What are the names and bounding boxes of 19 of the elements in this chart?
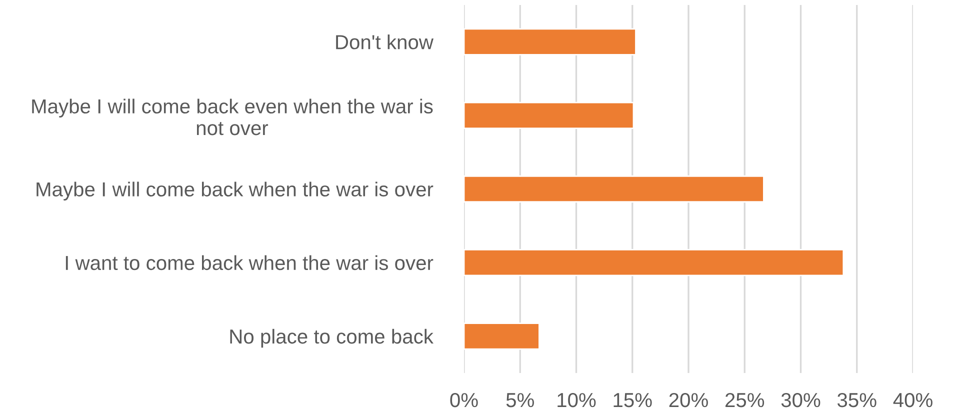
x-tick-label: 25% xyxy=(725,392,764,408)
y-tick-label: No place to come back xyxy=(230,328,434,348)
bar xyxy=(464,175,764,203)
bar xyxy=(464,322,540,350)
y-tick-label: Maybe I will come back when the war is over xyxy=(36,182,434,200)
y-tick-label: Don't know xyxy=(336,34,434,50)
bar xyxy=(464,28,636,56)
bar xyxy=(464,102,634,129)
x-tick-label: 5% xyxy=(506,393,534,408)
y-tick-label: I want to come back when the war is over xyxy=(66,255,434,270)
x-tick-label: 15% xyxy=(614,393,652,408)
x-tick-label: 10% xyxy=(558,392,596,408)
x-tick-label: 30% xyxy=(781,392,820,408)
x-tick-label: 35% xyxy=(837,392,876,408)
x-tick-label: 20% xyxy=(669,392,708,408)
y-tick-label: Maybe I will come back even when the war is not over xyxy=(32,98,433,136)
bar xyxy=(464,249,844,276)
x-tick-label: 40% xyxy=(893,392,932,408)
x-tick-label: 0% xyxy=(450,392,478,408)
